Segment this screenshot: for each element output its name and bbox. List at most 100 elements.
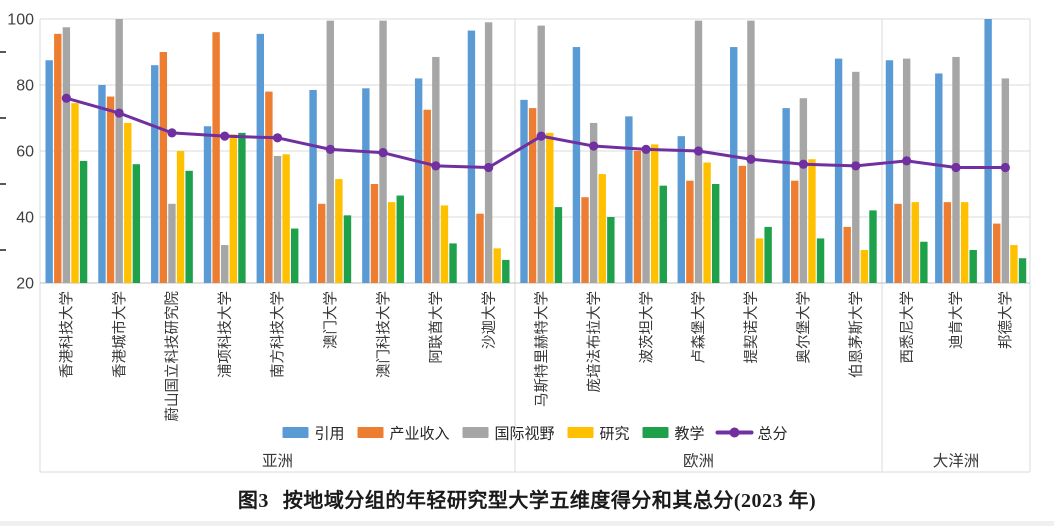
bar-教学-南方科技大学 [291,228,299,283]
legend-label-产业收入: 产业收入 [390,426,450,443]
total-marker-浦项科技大学 [220,131,230,141]
bar-研究-迪肯大学 [960,202,969,283]
total-marker-沙迦大学 [484,162,494,173]
total-marker-奥尔堡大学 [798,159,808,169]
bar-引用-庞培法布拉大学 [572,47,581,283]
bar-国际视野-马斯特里赫特大学 [537,25,545,283]
page-bottom-edge [0,521,1054,526]
y-axis-label-20: 20 [16,276,34,293]
bar-引用-南方科技大学 [256,33,264,283]
total-marker-马斯特里赫特大学 [536,131,546,141]
y-axis-label-60: 60 [16,144,34,161]
total-marker-香港城市大学 [114,108,124,118]
bar-产业收入-西悉尼大学 [894,203,902,283]
bar-产业收入-浦项科技大学 [212,32,220,284]
bar-研究-西悉尼大学 [911,202,919,283]
bar-教学-沙迦大学 [502,259,510,283]
bar-产业收入-澳门大学 [317,203,326,283]
bar-引用-迪肯大学 [935,73,943,283]
y-axis-label-40: 40 [16,210,34,227]
bar-教学-阿联酋大学 [449,243,457,283]
bar-国际视野-庞培法布拉大学 [589,122,598,283]
bar-教学-澳门大学 [343,215,352,283]
total-marker-南方科技大学 [272,133,283,143]
chart: 100 80 60 40 20 香港科技大学 香港城市大学 蔚山国立科技研究院 浦项科技大学 南方… [0,12,1031,473]
bar-引用-马斯特里赫特大学 [520,99,528,283]
bar-产业收入-蔚山国立科技研究院 [159,52,168,283]
bar-产业收入-提契诺大学 [738,165,747,283]
bar-产业收入-迪肯大学 [943,202,952,283]
x-label-澳门大学: 澳门大学 [322,291,339,349]
legend-label-教学: 教学 [675,426,705,443]
total-marker-伯恩茅斯大学 [851,161,861,171]
bar-研究-庞培法布拉大学 [598,174,606,283]
bar-产业收入-奥尔堡大学 [791,180,799,283]
bar-引用-伯恩茅斯大学 [834,58,843,283]
bar-教学-提契诺大学 [764,226,772,283]
bar-国际视野-南方科技大学 [273,155,282,283]
bar-产业收入-沙迦大学 [476,213,484,283]
bar-引用-香港科技大学 [45,60,53,283]
bar-教学-香港城市大学 [132,164,141,283]
bar-产业收入-邦德大学 [993,223,1001,283]
x-label-波茨坦大学: 波茨坦大学 [638,291,655,364]
bar-引用-阿联酋大学 [414,78,423,284]
x-label-香港城市大学: 香港城市大学 [111,291,128,378]
legend-swatch-产业收入 [357,427,384,438]
bar-教学-庞培法布拉大学 [607,217,615,283]
bar-引用-浦项科技大学 [203,126,212,283]
bar-引用-沙迦大学 [467,30,476,283]
total-marker-邦德大学 [1000,162,1010,173]
bar-引用-香港城市大学 [98,85,106,283]
caption-fig-number: 图3 [237,490,269,512]
bar-教学-蔚山国立科技研究院 [185,170,193,283]
x-label-马斯特里赫特大学: 马斯特里赫特大学 [533,291,550,407]
bar-教学-香港科技大学 [79,160,88,283]
x-label-卢森堡大学: 卢森堡大学 [691,291,708,364]
x-label-奥尔堡大学: 奥尔堡大学 [796,291,813,364]
bar-引用-奥尔堡大学 [782,108,790,283]
region-label-亚洲: 亚洲 [262,453,293,470]
bar-教学-卢森堡大学 [712,184,720,283]
bar-教学-邦德大学 [1018,258,1027,283]
bar-教学-浦项科技大学 [238,132,246,283]
legend-label-引用: 引用 [315,426,345,443]
bar-产业收入-马斯特里赫特大学 [528,108,537,283]
bar-产业收入-香港科技大学 [54,33,62,283]
x-label-南方科技大学: 南方科技大学 [270,291,287,378]
chart-canvas: 100 80 60 40 20 香港科技大学 香港城市大学 蔚山国立科技研究院 浦项科技大学 南方… [0,12,1031,473]
total-marker-香港科技大学 [61,93,71,103]
bar-研究-邦德大学 [1010,245,1018,283]
total-marker-西悉尼大学 [902,156,912,166]
bar-教学-奥尔堡大学 [816,238,825,283]
bar-引用-提契诺大学 [730,47,738,283]
legend-label-总分: 总分 [758,426,788,443]
bar-产业收入-波茨坦大学 [633,151,642,283]
bar-教学-伯恩茅斯大学 [869,210,877,283]
bar-研究-浦项科技大学 [229,134,238,283]
x-label-迪肯大学: 迪肯大学 [948,291,965,349]
total-marker-提契诺大学 [746,154,756,164]
x-label-香港科技大学: 香港科技大学 [59,291,76,378]
caption-text: 按地域分组的年轻研究型大学五维度得分和其总分(2023 年) [282,490,817,512]
bar-教学-波茨坦大学 [659,185,667,283]
total-marker-澳门大学 [325,144,335,154]
bar-教学-澳门科技大学 [396,195,404,283]
legend-swatch-研究 [567,427,594,438]
bar-研究-澳门科技大学 [387,202,396,283]
bar-研究-波茨坦大学 [650,144,659,283]
x-label-澳门科技大学: 澳门科技大学 [375,291,392,378]
x-label-浦项科技大学: 浦项科技大学 [217,291,234,378]
x-label-阿联酋大学: 阿联酋大学 [427,291,445,364]
bar-产业收入-庞培法布拉大学 [581,197,589,283]
bar-教学-西悉尼大学 [920,241,928,283]
bar-引用-西悉尼大学 [885,60,894,283]
bar-产业收入-伯恩茅斯大学 [843,226,851,283]
y-axis-label-80: 80 [16,78,34,95]
bar-研究-奥尔堡大学 [808,159,816,283]
x-label-沙迦大学: 沙迦大学 [481,291,498,349]
total-marker-蔚山国立科技研究院 [167,128,177,138]
bar-引用-蔚山国立科技研究院 [151,65,159,283]
bar-研究-南方科技大学 [282,154,290,283]
